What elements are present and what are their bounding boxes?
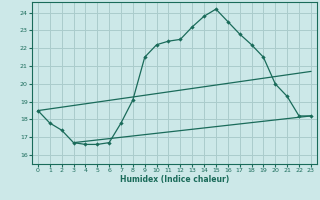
X-axis label: Humidex (Indice chaleur): Humidex (Indice chaleur) xyxy=(120,175,229,184)
